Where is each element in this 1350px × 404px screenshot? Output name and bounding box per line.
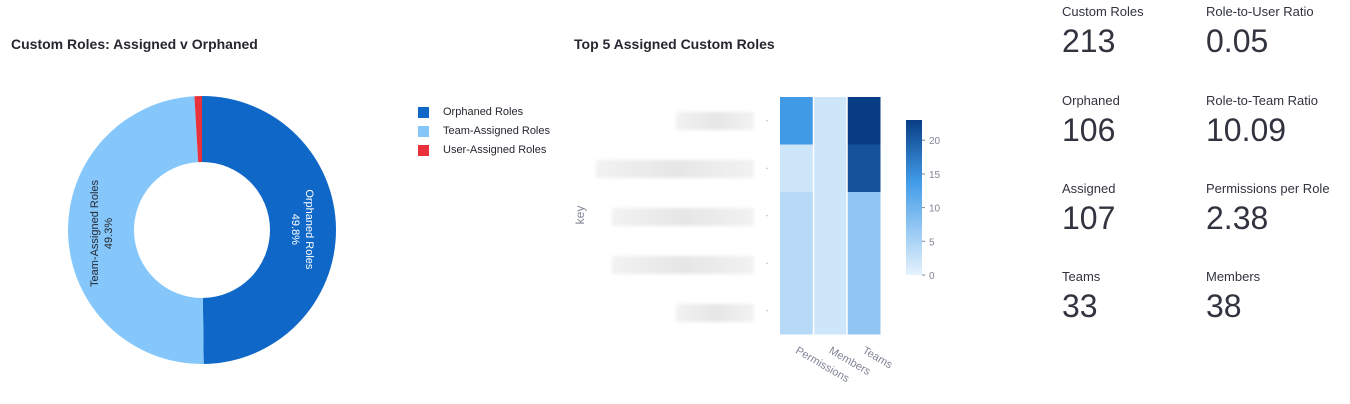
legend-swatch-orphaned: [418, 106, 429, 118]
metric-value: 0.05: [1206, 23, 1269, 59]
heatmap-cell[interactable]: [780, 192, 814, 240]
heatmap-y-axis-label: key: [573, 206, 587, 225]
legend-item-user-assigned[interactable]: User-Assigned Roles: [418, 143, 546, 157]
redacted-row-label: [676, 112, 754, 130]
colorbar-tick-label: 0: [929, 271, 935, 282]
metric-value: 107: [1062, 200, 1116, 236]
metric-card: Permissions per Role 2.38: [1206, 181, 1330, 234]
heatmap-cell[interactable]: [780, 144, 814, 193]
donut-slice-team-assigned-roles[interactable]: [68, 96, 204, 365]
heatmap-cell[interactable]: [780, 287, 814, 335]
legend-item-orphaned[interactable]: Orphaned Roles: [418, 105, 523, 119]
metric-card: Role-to-User Ratio 0.05: [1206, 4, 1314, 57]
redacted-row-label: [676, 304, 754, 322]
redacted-row-label: [596, 160, 754, 178]
metric-value: 33: [1062, 288, 1098, 324]
legend-label-team-assigned: Team-Assigned Roles: [443, 125, 550, 137]
metric-card: Assigned 107: [1062, 181, 1115, 234]
heatmap-cell[interactable]: [847, 144, 881, 193]
legend-swatch-user-assigned: [418, 144, 429, 156]
metric-label: Assigned: [1062, 181, 1116, 196]
metric-label: Role-to-Team Ratio: [1206, 93, 1318, 108]
donut-slice-percent: 49.8%: [289, 214, 301, 245]
metric-card: Teams 33: [1062, 269, 1100, 322]
legend-label-orphaned: Orphaned Roles: [443, 106, 524, 118]
metric-card: Role-to-Team Ratio 10.09: [1206, 93, 1318, 146]
legend-item-team-assigned[interactable]: Team-Assigned Roles: [418, 124, 550, 138]
heatmap-cell[interactable]: [847, 239, 881, 288]
heatmap-cell[interactable]: [847, 97, 881, 145]
heatmap-cell[interactable]: [813, 239, 848, 288]
metric-value: 106: [1062, 112, 1116, 148]
heatmap-cell[interactable]: [813, 192, 848, 240]
donut-slice-percent: 49.3%: [103, 218, 115, 249]
heatmap-cell[interactable]: [813, 287, 848, 335]
redacted-row-label: [612, 256, 754, 274]
donut-slice-label: Team-Assigned Roles: [89, 179, 101, 286]
donut-slice-orphaned-roles[interactable]: [202, 96, 336, 364]
heatmap-chart-title: Top 5 Assigned Custom Roles: [574, 36, 775, 52]
metric-value: 38: [1206, 288, 1242, 324]
heatmap-cell[interactable]: [847, 287, 881, 335]
donut-slice-label: Orphaned Roles: [303, 189, 315, 270]
heatmap-cell[interactable]: [813, 144, 848, 193]
colorbar-tick-label: 15: [929, 170, 941, 181]
heatmap-cell[interactable]: [847, 192, 881, 240]
heatmap-cell[interactable]: [780, 239, 814, 288]
colorbar-tick-label: 10: [929, 204, 941, 215]
metric-label: Orphaned: [1062, 93, 1120, 108]
metric-value: 10.09: [1206, 112, 1287, 148]
metric-label: Custom Roles: [1062, 4, 1144, 19]
heatmap-cell[interactable]: [813, 97, 848, 145]
metric-label: Teams: [1062, 269, 1101, 284]
metric-value: 213: [1062, 23, 1116, 59]
donut-chart-title: Custom Roles: Assigned v Orphaned: [11, 36, 258, 52]
colorbar-tick-label: 20: [929, 136, 941, 147]
heatmap-colorbar: [906, 120, 922, 275]
heatmap-cell[interactable]: [780, 97, 814, 145]
legend-label-user-assigned: User-Assigned Roles: [443, 144, 547, 156]
metric-card: Orphaned 106: [1062, 93, 1120, 146]
legend-swatch-team-assigned: [418, 125, 429, 137]
metric-value: 2.38: [1206, 200, 1269, 236]
metric-card: Members 38: [1206, 269, 1260, 322]
redacted-row-label: [612, 208, 754, 226]
donut-slice-user-assigned-roles[interactable]: [194, 96, 202, 163]
metric-label: Members: [1206, 269, 1261, 284]
metric-label: Permissions per Role: [1206, 181, 1330, 196]
metric-label: Role-to-User Ratio: [1206, 4, 1314, 19]
colorbar-tick-label: 5: [929, 237, 935, 248]
metric-card: Custom Roles 213: [1062, 4, 1144, 57]
